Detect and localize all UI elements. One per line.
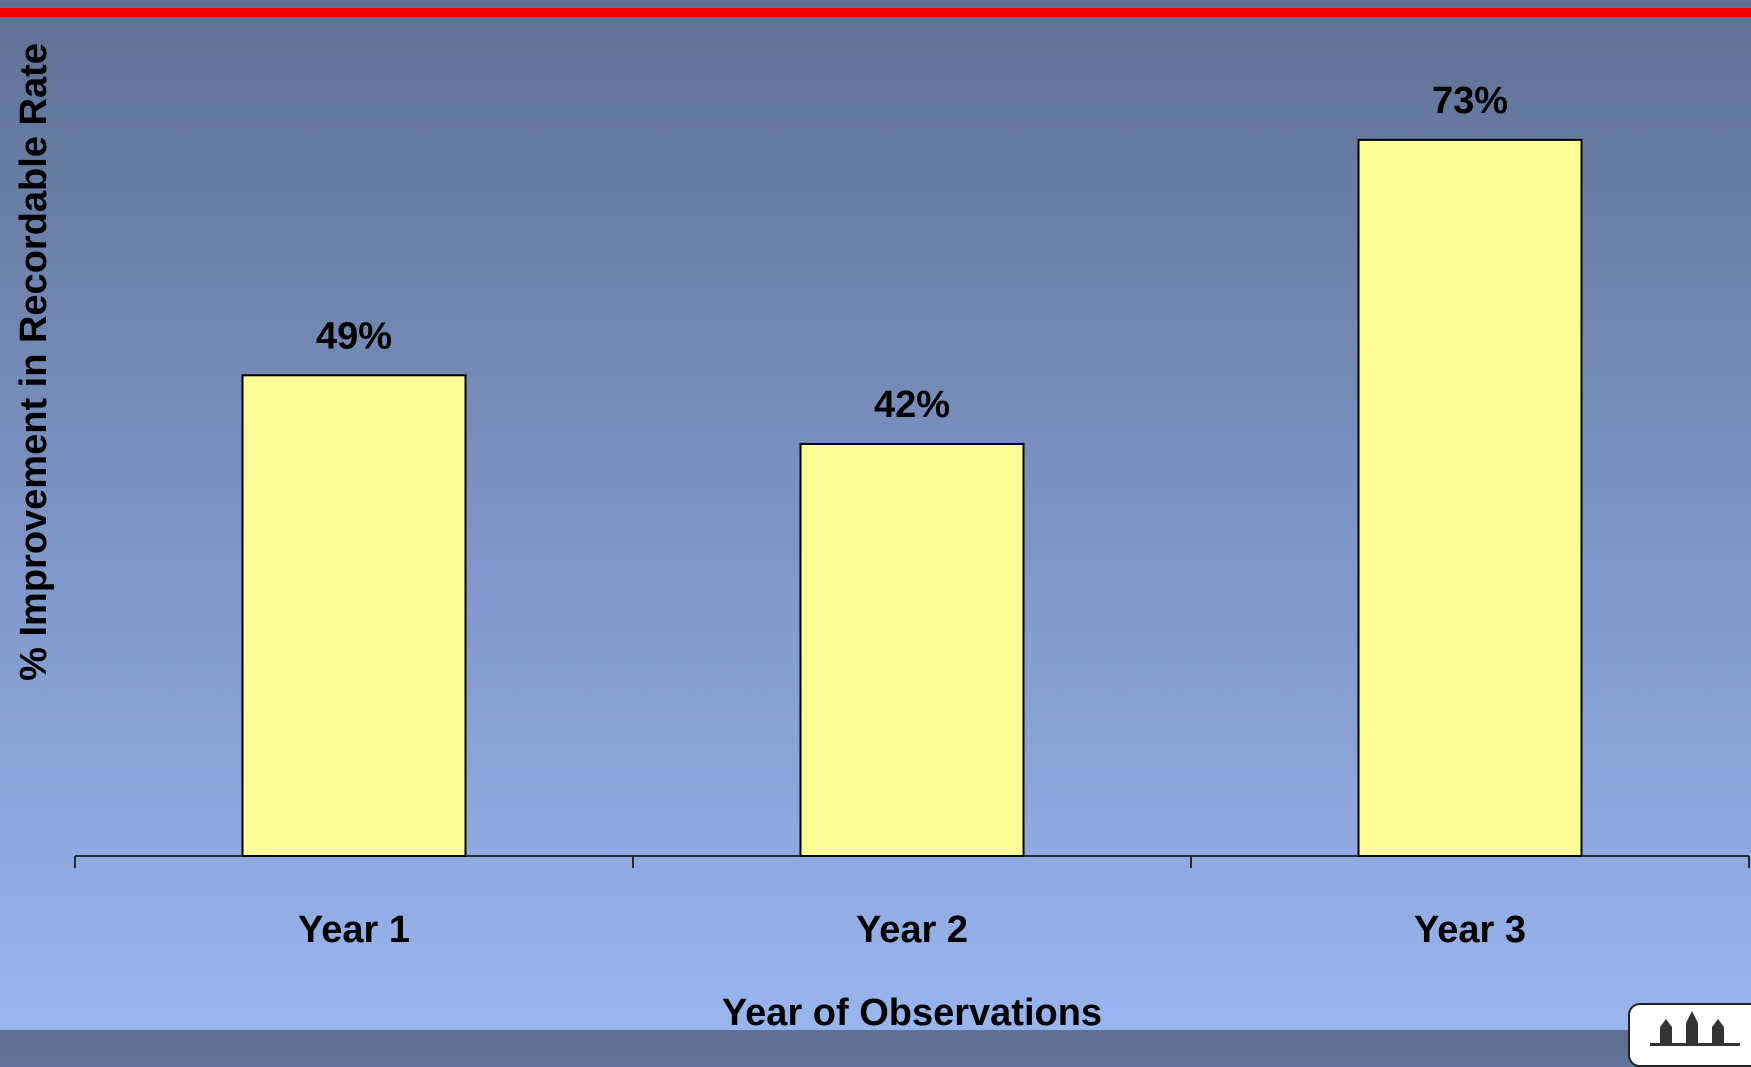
x-tick-label: Year 1 (298, 909, 410, 951)
bar-year-2 (799, 442, 1025, 857)
building-logo-icon (1628, 1003, 1751, 1067)
bar-chart: 49% Year 1 42% Year 2 73% Year 3 Year of Obse… (13, 43, 1750, 1030)
x-axis-title: Year of Observations (722, 992, 1102, 1030)
x-tick-label: Year 2 (856, 909, 968, 951)
x-tick-label: Year 3 (1414, 909, 1526, 951)
bar-year-3 (1357, 138, 1583, 857)
bar-year-1 (241, 374, 467, 857)
x-axis (74, 855, 1750, 868)
data-label: 73% (1432, 80, 1508, 122)
y-axis-title: % Improvement in Recordable Rate (13, 43, 55, 681)
bars-layer (241, 138, 1583, 857)
data-label: 49% (316, 315, 392, 357)
data-label: 42% (874, 384, 950, 426)
top-accent-bar (0, 8, 1751, 17)
labels-layer: 49% Year 1 42% Year 2 73% Year 3 (298, 80, 1526, 951)
